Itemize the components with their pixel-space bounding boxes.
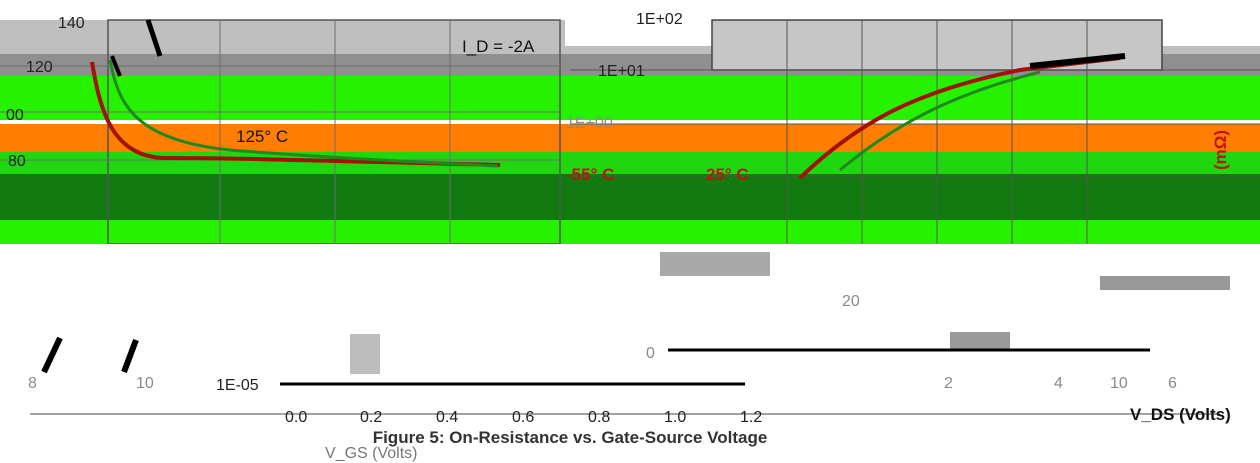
- temp-cold-label: -55° C: [566, 165, 614, 184]
- id-condition-label: I_D = -2A: [462, 37, 535, 56]
- band-orange: [0, 124, 1260, 152]
- third-x-tick-6: 6: [1168, 375, 1177, 392]
- log-x-tick-5: 1.0: [664, 409, 686, 426]
- vds-axis-title: V_DS (Volts): [1130, 405, 1231, 424]
- band-dark: [0, 174, 1260, 220]
- log-x-tick-4: 0.8: [588, 409, 610, 426]
- curve-room: [108, 59, 499, 168]
- lower-white: [0, 244, 1260, 424]
- curve-right-black: [1029, 53, 1126, 69]
- y-tick-00: 00: [6, 107, 24, 124]
- curve-hot: [90, 61, 501, 167]
- artifact-block: [350, 334, 380, 374]
- band-mid: [0, 152, 1260, 174]
- figure-caption: Figure 5: On-Resistance vs. Gate-Source …: [372, 428, 768, 447]
- log-x-tick-2: 0.4: [436, 409, 458, 426]
- temp-room-label: 25° C: [706, 165, 749, 184]
- log-tick-1e02: 1E+02: [636, 11, 683, 28]
- third-y-tick-20: 20: [842, 293, 860, 310]
- third-y-tick-0: 0: [646, 345, 655, 362]
- y-tick-120: 120: [26, 59, 53, 76]
- band-bright-top: [0, 76, 1260, 120]
- log-x-tick-1: 0.2: [360, 409, 382, 426]
- log-tick-1e00: 1E+00: [566, 115, 613, 132]
- third-x-tick-10: 10: [1110, 375, 1128, 392]
- log-tick-1e-05: 1E-05: [216, 377, 259, 394]
- curves: [90, 19, 1126, 180]
- lower-artifacts: [30, 252, 1230, 415]
- artifact-line: [41, 336, 63, 374]
- third-x-tick-2: 2: [944, 375, 953, 392]
- left-panel-gridlines: [0, 20, 560, 244]
- third-x-tick-4: 4: [1054, 375, 1063, 392]
- vgs-axis-title: V_GS (Volts): [325, 445, 418, 462]
- curve-right-hot: [798, 56, 1121, 180]
- artifact-line: [121, 338, 139, 374]
- curve-black-left-2: [110, 55, 122, 77]
- temp-hot-label: 125° C: [236, 127, 288, 146]
- log-x-tick-3: 0.6: [512, 409, 534, 426]
- artifact-block: [950, 332, 1010, 350]
- curve-right-room: [839, 70, 1041, 172]
- band-bright-bottom: [0, 220, 1260, 244]
- y-tick-80: 80: [8, 153, 26, 170]
- x-tick-8: 8: [28, 375, 37, 392]
- x-tick-10: 10: [136, 375, 154, 392]
- artifact-block: [1100, 276, 1230, 290]
- log-tick-1e01: 1E+01: [598, 63, 645, 80]
- ron-axis-label: (mΩ): [1211, 130, 1230, 170]
- curve-black-left: [145, 19, 163, 57]
- right-panel-gridlines: [570, 20, 1260, 244]
- y-tick-140: 140: [58, 15, 85, 32]
- log-x-tick-6: 1.2: [740, 409, 762, 426]
- log-x-tick-0: 0.0: [285, 409, 307, 426]
- artifact-block: [660, 252, 770, 276]
